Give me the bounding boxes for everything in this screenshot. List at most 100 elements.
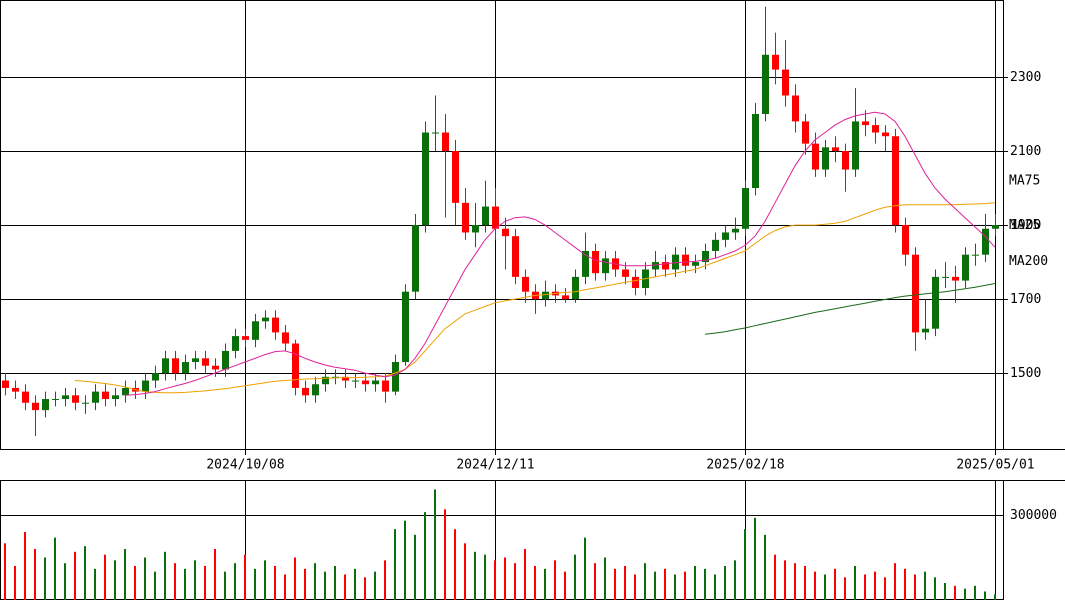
volume-bar [494,560,496,600]
volume-bar [64,563,66,600]
candle-body [882,132,889,137]
volume-bar [954,585,956,600]
volume-bar [404,520,406,600]
volume-bar [464,543,466,600]
volume-bar [774,554,776,600]
candle-body [232,336,239,351]
y-tick-label: 2300 [1010,70,1041,85]
candle-body [332,376,339,378]
volume-bar [634,574,636,600]
ma-label: MA75 [1009,173,1040,188]
candle-body [112,395,119,400]
candle-body [662,262,669,270]
candle-body [122,387,129,396]
volume-bar [874,571,876,600]
volume-bar [794,563,796,600]
candle-body [402,291,409,363]
volume-bar [54,537,56,600]
y-tick-label: 2100 [1010,144,1041,159]
volume-bar [894,563,896,600]
volume-bar [704,568,706,600]
candle-body [982,228,989,255]
volume-bar [474,551,476,600]
volume-bar [144,557,146,600]
candle-body [722,232,729,240]
volume-bar [254,568,256,600]
candle-body [812,143,819,170]
candle-body [562,295,569,300]
volume-bar [744,529,746,600]
volume-bar [414,534,416,600]
volume-bar [104,554,106,600]
candle-body [472,225,479,233]
volume-bar [354,568,356,600]
volume-bar [194,560,196,600]
volume-bar [264,560,266,600]
volume-bar [114,560,116,600]
volume-bar [734,560,736,600]
candle-body [502,228,509,237]
candle-body [92,391,99,403]
volume-bar [544,568,546,600]
candle-body [312,384,319,396]
candle-body [22,391,29,403]
candle-body [272,317,279,333]
candle-body [432,132,439,134]
candle-body [522,276,529,292]
candle-body [842,151,849,170]
volume-bar [314,563,316,600]
volume-bar [14,565,16,600]
volume-bar [364,577,366,600]
volume-bar [244,554,246,600]
volume-bar [694,565,696,600]
candle-body [322,376,329,385]
volume-bar [344,574,346,600]
candle-body [162,358,169,374]
candle-body [572,276,579,300]
volume-bar [584,537,586,600]
volume-bar [524,548,526,600]
volume-bar [914,574,916,600]
volume-bar [654,571,656,600]
x-tick-label: 2025/02/18 [706,458,784,473]
candle-body [762,54,769,115]
volume-bar [884,577,886,600]
candle-body [212,365,219,370]
candle-body [152,373,159,381]
volume-bar [484,554,486,600]
volume-bar [674,574,676,600]
candle-body [142,380,149,392]
candle-body [12,387,19,392]
volume-bar [504,557,506,600]
candle-body [922,328,929,333]
candle-body [72,395,79,403]
candle-body [682,254,689,266]
candle-body [832,147,839,152]
volume-bar [284,574,286,600]
volume-bar [184,568,186,600]
volume-bar [624,565,626,600]
volume-bar [804,565,806,600]
volume-bar [934,577,936,600]
candle-body [712,239,719,251]
candle-body [192,358,199,363]
candle-body [512,236,519,277]
x-tick-label: 2025/05/01 [956,458,1034,473]
candle-body [202,358,209,366]
candle-body [372,380,379,385]
volume-bar [94,568,96,600]
candle-body [652,262,659,270]
volume-bar [174,563,176,600]
ma-label: MA200 [1009,254,1048,269]
candle-body [392,362,399,392]
volume-bar [854,565,856,600]
candle-body [52,399,59,401]
candle-body [992,225,999,229]
candle-body [852,121,859,170]
candle-body [862,121,869,126]
candle-body [872,125,879,133]
volume-bar [864,574,866,600]
volume-bar [844,577,846,600]
volume-bar [274,565,276,600]
